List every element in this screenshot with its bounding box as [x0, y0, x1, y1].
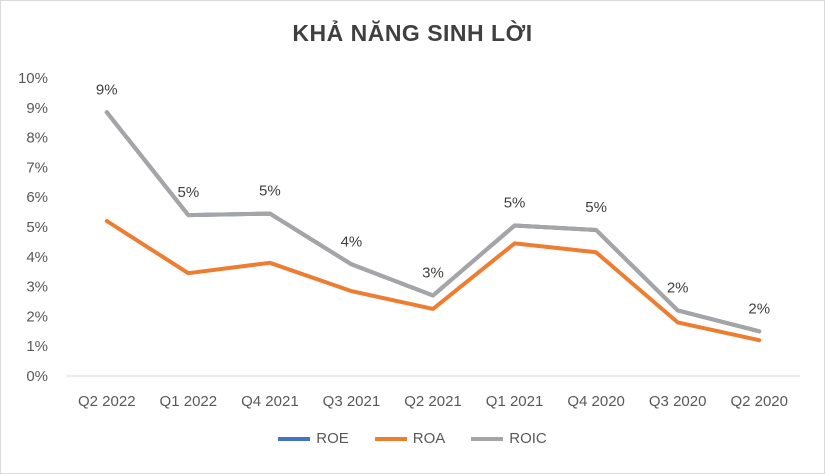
data-label: 2%: [667, 279, 689, 296]
legend-label: ROE: [316, 430, 349, 447]
legend-swatch: [278, 436, 311, 441]
series-line-roic: [104, 110, 762, 334]
data-label: 5%: [585, 199, 607, 216]
legend-swatch: [374, 436, 407, 441]
y-tick-label: 7%: [26, 159, 48, 176]
y-tick-label: 1%: [26, 338, 48, 355]
x-tick-label: Q1 2022: [160, 393, 218, 410]
x-tick-label: Q2 2021: [404, 393, 462, 410]
data-label: 5%: [177, 184, 199, 201]
legend-item-roic: ROIC: [471, 430, 547, 447]
data-label: 2%: [748, 300, 770, 317]
legend-swatch: [471, 436, 504, 441]
y-tick-label: 8%: [26, 130, 48, 147]
x-tick-label: Q4 2021: [241, 393, 299, 410]
x-tick-label: Q1 2021: [486, 393, 544, 410]
chart-legend: ROE ROA ROIC: [0, 430, 825, 447]
y-tick-label: 10%: [18, 70, 48, 87]
series-line-roa: [104, 219, 762, 343]
y-tick-label: 2%: [26, 308, 48, 325]
data-label: 9%: [96, 81, 118, 98]
chart-title: KHẢ NĂNG SINH LỜI: [292, 20, 533, 46]
legend-item-roa: ROA: [374, 430, 446, 447]
legend-label: ROA: [412, 430, 446, 447]
y-tick-label: 3%: [26, 279, 48, 296]
x-tick-label: Q4 2020: [567, 393, 625, 410]
x-tick-label: Q2 2022: [78, 393, 136, 410]
data-label: 4%: [341, 233, 363, 250]
data-label: 5%: [504, 195, 526, 212]
y-tick-label: 0%: [26, 368, 48, 385]
x-tick-label: Q2 2020: [730, 393, 788, 410]
legend-item-roe: ROE: [278, 430, 349, 447]
x-tick-label: Q3 2020: [649, 393, 707, 410]
y-tick-label: 6%: [26, 189, 48, 206]
data-label: 3%: [422, 265, 444, 282]
legend-label: ROIC: [509, 430, 547, 447]
x-tick-label: Q3 2021: [323, 393, 381, 410]
series-line-roe: [104, 110, 762, 334]
y-tick-label: 5%: [26, 219, 48, 236]
y-tick-label: 9%: [26, 100, 48, 117]
y-tick-label: 4%: [26, 249, 48, 266]
data-label: 5%: [259, 183, 281, 200]
